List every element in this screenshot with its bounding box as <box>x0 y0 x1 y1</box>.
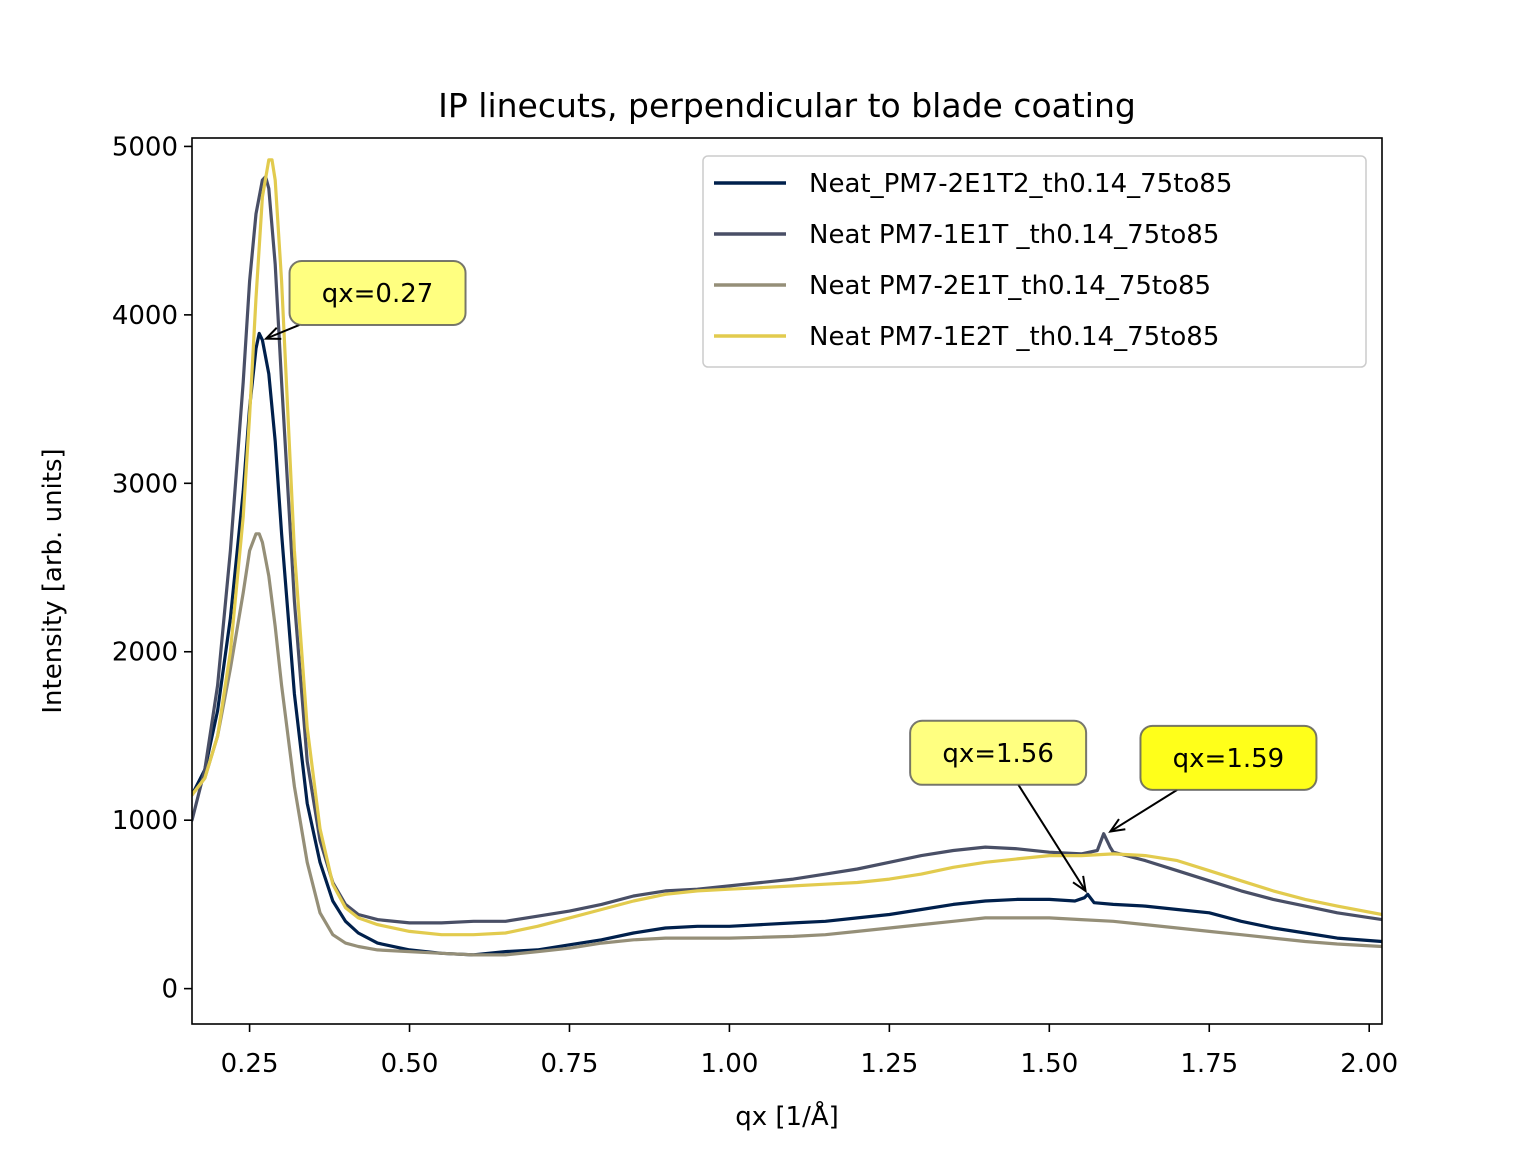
legend-label-1: Neat_PM7-2E1T2_th0.14_75to85 <box>809 169 1232 199</box>
y-tick-label: 4000 <box>112 301 178 331</box>
x-tick-label: 1.25 <box>860 1049 918 1079</box>
y-axis-label: Intensity [arb. units] <box>38 448 68 713</box>
series-line-1 <box>192 331 1382 957</box>
annotation-box <box>288 259 467 326</box>
legend-label-4: Neat PM7-1E2T _th0.14_75to85 <box>809 322 1219 352</box>
x-axis-label: qx [1/Å] <box>735 1100 839 1132</box>
annotation-arrow-line <box>265 324 300 340</box>
y-tick-label: 3000 <box>112 469 178 499</box>
y-tick-label: 2000 <box>112 638 178 668</box>
legend-label-3: Neat PM7-2E1T_th0.14_75to85 <box>809 271 1211 301</box>
legend: Neat_PM7-2E1T2_th0.14_75to85 Neat PM7-1E1… <box>702 155 1367 368</box>
annotation-layer: qx=0.27 qx=1.56 qx=1.59 <box>263 259 1318 894</box>
annotation-box <box>909 719 1088 786</box>
y-axis: 0 1000 2000 3000 4000 5000 <box>112 132 192 1005</box>
annotation-arrow-head <box>1108 818 1126 833</box>
y-tick-label: 5000 <box>112 132 178 162</box>
plot-area <box>191 137 1383 1025</box>
x-axis: 0.25 0.50 0.75 1.00 1.25 1.50 1.75 2.00 <box>221 1024 1398 1079</box>
series-line-4 <box>192 158 1382 937</box>
y-tick-label: 0 <box>161 975 178 1005</box>
series-line-3 <box>192 532 1382 957</box>
annotation-arrow-line <box>1017 784 1087 892</box>
x-tick-label: 0.50 <box>381 1049 439 1079</box>
annotation-2: qx=1.56 <box>909 719 1088 894</box>
x-tick-label: 2.00 <box>1340 1049 1398 1079</box>
plot-frame <box>191 137 1383 1025</box>
annotation-arrow-head <box>263 327 282 340</box>
legend-frame <box>702 155 1367 368</box>
annotation-label: qx=0.27 <box>322 279 434 309</box>
series-line-2 <box>192 175 1382 925</box>
annotation-3: qx=1.59 <box>1108 724 1318 833</box>
annotation-arrow-head <box>1072 875 1087 894</box>
x-tick-label: 1.50 <box>1020 1049 1078 1079</box>
x-tick-label: 0.75 <box>541 1049 599 1079</box>
annotation-1: qx=0.27 <box>263 259 467 340</box>
chart-title: IP linecuts, perpendicular to blade coat… <box>438 86 1136 125</box>
legend-label-2: Neat PM7-1E1T _th0.14_75to85 <box>809 220 1219 250</box>
annotation-box <box>1139 724 1318 791</box>
annotation-label: qx=1.59 <box>1173 744 1285 774</box>
x-tick-label: 1.75 <box>1180 1049 1238 1079</box>
annotation-label: qx=1.56 <box>942 739 1054 769</box>
x-tick-label: 1.00 <box>700 1049 758 1079</box>
annotation-arrow-line <box>1109 789 1178 833</box>
x-tick-label: 0.25 <box>221 1049 279 1079</box>
series-layer <box>192 158 1382 957</box>
y-tick-label: 1000 <box>112 806 178 836</box>
